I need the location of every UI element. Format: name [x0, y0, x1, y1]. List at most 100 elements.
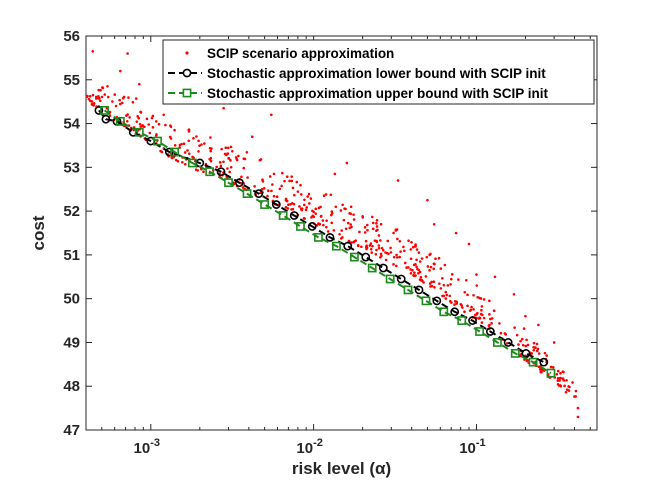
scatter-point — [525, 338, 528, 342]
scatter-point — [246, 176, 249, 179]
scatter-point — [503, 332, 507, 335]
legend-swatch-scatter — [185, 51, 189, 55]
scatter-point — [139, 125, 143, 128]
scatter-point — [86, 94, 89, 98]
scatter-point — [515, 333, 519, 337]
scatter-point — [430, 284, 434, 288]
scatter-point — [442, 283, 446, 287]
scatter-point — [449, 301, 453, 304]
scatter-point — [567, 389, 571, 392]
scatter-point — [187, 130, 191, 133]
scatter-point — [562, 379, 566, 382]
scatter-point — [415, 258, 418, 262]
scatter-point — [369, 247, 373, 251]
lower-bound-marker — [94, 106, 104, 115]
scatter-point — [403, 261, 407, 265]
scatter-point — [147, 123, 151, 126]
scatter-point — [306, 195, 309, 198]
scatter-point — [270, 189, 273, 193]
scatter-point — [275, 195, 279, 199]
scatter-point — [520, 337, 524, 341]
lower-bound-marker — [361, 252, 371, 262]
scatter-point — [202, 142, 206, 145]
scatter-point — [532, 341, 536, 345]
scatter-point — [287, 203, 290, 206]
x-axis-label: risk level (α) — [292, 459, 391, 478]
scatter-point — [138, 122, 142, 126]
scatter-point — [295, 180, 299, 184]
scatter-point — [352, 218, 356, 221]
scatter-point — [434, 257, 437, 261]
scatter-point — [365, 246, 369, 250]
upper-bound-marker — [349, 252, 359, 262]
scatter-point — [229, 165, 233, 169]
scatter-point — [224, 146, 228, 150]
scatter-point — [302, 203, 306, 207]
scatter-point — [200, 143, 203, 146]
scatter-point — [370, 215, 374, 219]
scatter-point — [375, 240, 379, 244]
scatter-point — [352, 213, 355, 216]
scatter-point — [441, 276, 444, 280]
scatter-point — [196, 169, 199, 172]
lower-bound-marker — [521, 348, 531, 358]
legend-lower-marker — [182, 68, 192, 78]
scatter-point — [237, 154, 240, 158]
scatter-point — [450, 273, 454, 276]
scatter-point — [442, 294, 446, 298]
scatter-point — [272, 194, 276, 198]
scatter-point — [555, 372, 559, 376]
scatter-point — [474, 313, 477, 317]
scatter-point — [525, 359, 529, 363]
upper-bound-marker — [242, 189, 252, 198]
scatter-point — [573, 395, 576, 398]
scatter-point — [389, 251, 393, 254]
scatter-point — [106, 84, 109, 88]
scatter-point — [432, 267, 435, 271]
scatter-point — [461, 306, 464, 309]
legend-scatter-marker — [185, 51, 189, 55]
scatter-point — [266, 194, 269, 198]
y-tick-label: 52 — [63, 203, 80, 220]
scatter-point — [369, 242, 373, 245]
scatter-point — [349, 205, 353, 209]
upper-bound-marker — [115, 116, 125, 126]
scatter-point — [375, 225, 379, 228]
scatter-point — [229, 145, 233, 149]
upper-bound-marker — [403, 285, 413, 295]
scatter-point — [242, 157, 246, 160]
scatter-point — [457, 278, 460, 281]
scatter-point — [399, 250, 402, 253]
scatter-point — [524, 344, 528, 348]
lower-bound-marker — [307, 222, 317, 231]
upper-bound-marker — [296, 222, 305, 231]
scatter-point — [363, 231, 367, 234]
scatter-point — [463, 290, 467, 294]
scatter-point — [364, 239, 368, 243]
scatter-point — [567, 385, 570, 388]
scatter-point — [467, 242, 471, 246]
scatter-point — [416, 267, 419, 271]
scatter-point — [488, 299, 491, 303]
scatter-point — [417, 251, 421, 254]
scatter-point — [438, 282, 441, 285]
scatter-point — [293, 193, 296, 197]
lower-bound-marker — [343, 241, 353, 251]
scatter-point — [150, 116, 154, 120]
scatter-point — [164, 123, 167, 127]
scatter-point — [232, 181, 235, 184]
legend-swatch-upper — [168, 88, 202, 98]
scatter-point — [432, 280, 436, 284]
scatter-point — [235, 157, 239, 161]
scatter-point — [409, 257, 413, 261]
scatter-point — [91, 50, 95, 53]
scatter-point — [225, 153, 228, 157]
scatter-point — [271, 183, 274, 186]
scatter-point — [268, 175, 272, 178]
scatter-point — [272, 172, 276, 176]
lower-bound-marker — [503, 338, 513, 347]
scatter-point — [258, 158, 262, 162]
scatter-point — [392, 255, 396, 259]
upper-bound-marker — [528, 357, 538, 367]
scatter-point — [173, 128, 176, 132]
